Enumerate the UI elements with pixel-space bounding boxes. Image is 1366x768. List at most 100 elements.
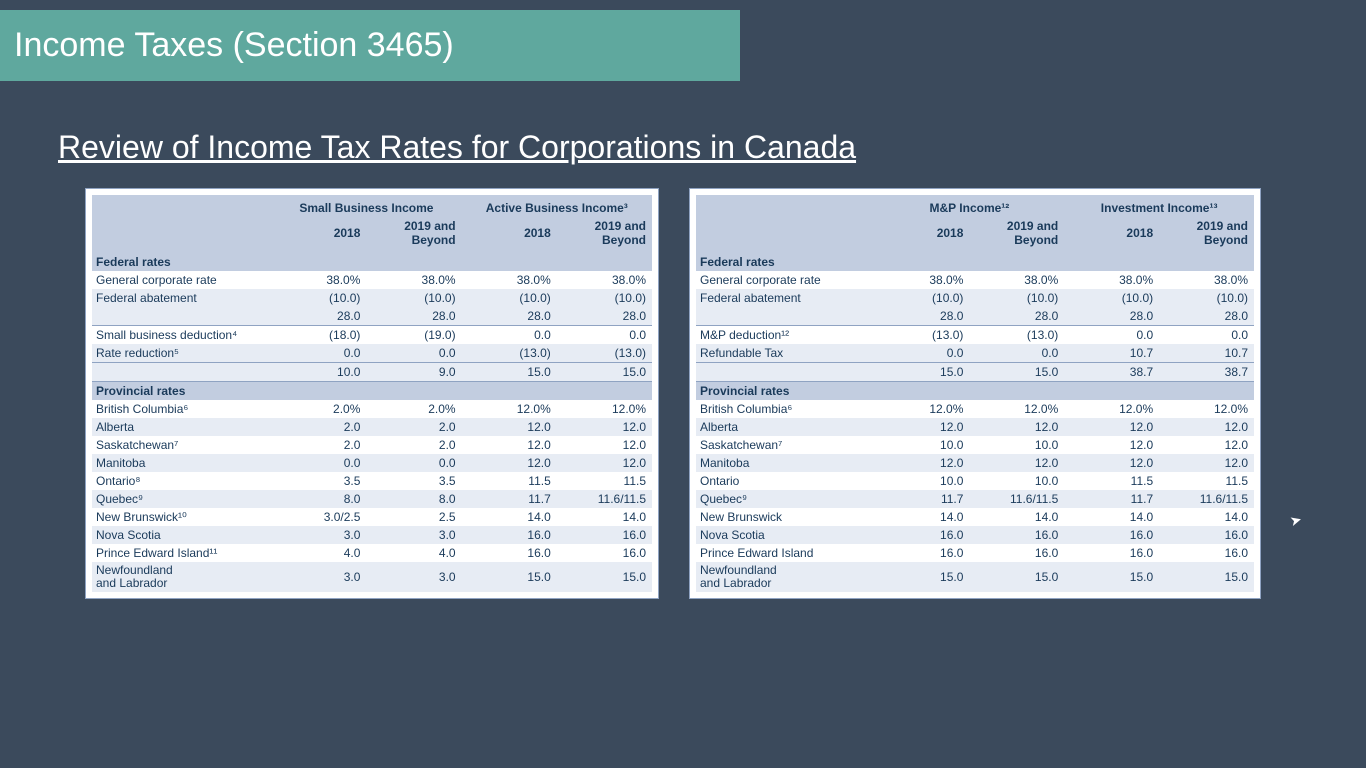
row-label: British Columbia⁶ [696,400,875,418]
tables-container: Small Business IncomeActive Business Inc… [85,188,1366,599]
table-row: M&P deduction¹²(13.0)(13.0)0.00.0 [696,326,1254,345]
cell-value: 12.0 [969,418,1064,436]
table-row: Manitoba0.00.012.012.0 [92,454,652,472]
cell-value: 10.0 [969,472,1064,490]
cell-value: 28.0 [1064,307,1159,326]
row-label: Nova Scotia [92,526,271,544]
cell-value: 2.5 [366,508,461,526]
cell-value: 38.0% [462,271,557,289]
cell-value: (10.0) [366,289,461,307]
group-header: Investment Income¹³ [1064,195,1254,217]
table-row: British Columbia⁶2.0%2.0%12.0%12.0% [92,400,652,418]
year-header: 2019 andBeyond [366,217,461,253]
cell-value: 3.0/2.5 [271,508,366,526]
cell-value: 15.0 [875,562,970,592]
cell-value: 38.0% [557,271,652,289]
cell-value: 28.0 [271,307,366,326]
row-label: Rate reduction⁵ [92,344,271,363]
cell-value: 0.0 [557,326,652,345]
row-label: Manitoba [696,454,875,472]
row-label: M&P deduction¹² [696,326,875,345]
cell-value: 38.0% [1159,271,1254,289]
year-header [92,217,271,253]
cell-value: 16.0 [1064,526,1159,544]
row-label: Ontario⁸ [92,472,271,490]
cell-value: (10.0) [557,289,652,307]
cell-value: 14.0 [969,508,1064,526]
cell-value: 14.0 [875,508,970,526]
cell-value: 0.0 [366,454,461,472]
cell-value: 14.0 [462,508,557,526]
row-label: General corporate rate [696,271,875,289]
row-label: British Columbia⁶ [92,400,271,418]
cell-value: 12.0 [1064,454,1159,472]
cell-value: 8.0 [366,490,461,508]
total-cell: 15.0 [462,363,557,382]
cell-value: 12.0 [1159,454,1254,472]
cell-value: 38.0% [1064,271,1159,289]
slide-subtitle: Review of Income Tax Rates for Corporati… [58,129,1366,166]
cell-value: 11.5 [1159,472,1254,490]
row-label: New Brunswick [696,508,875,526]
cell-value: 12.0 [969,454,1064,472]
slide-title-banner: Income Taxes (Section 3465) [0,10,740,81]
year-header [696,217,875,253]
total-cell [696,363,875,382]
cell-value: 2.0 [271,418,366,436]
cell-value: 2.0% [271,400,366,418]
cell-value: 28.0 [969,307,1064,326]
cell-value: 16.0 [1159,526,1254,544]
cell-value: 10.0 [875,472,970,490]
cell-value: 8.0 [271,490,366,508]
cell-value: 0.0 [1064,326,1159,345]
row-label: Small business deduction⁴ [92,326,271,345]
cell-value: 0.0 [462,326,557,345]
cell-value: 16.0 [969,526,1064,544]
cell-value: 11.7 [875,490,970,508]
table-row: Ontario⁸3.53.511.511.5 [92,472,652,490]
cell-value: 11.6/11.5 [557,490,652,508]
total-cell: 15.0 [969,363,1064,382]
row-label: Newfoundlandand Labrador [92,562,271,592]
total-cell: 9.0 [366,363,461,382]
cell-value: 12.0% [875,400,970,418]
table-row: Nova Scotia16.016.016.016.0 [696,526,1254,544]
cell-value: 3.0 [366,562,461,592]
table-row: Federal abatement(10.0)(10.0)(10.0)(10.0… [696,289,1254,307]
total-cell: 15.0 [875,363,970,382]
cell-value: (10.0) [462,289,557,307]
cell-value: 14.0 [1064,508,1159,526]
cell-value: 14.0 [1159,508,1254,526]
cell-value: (10.0) [875,289,970,307]
cell-value: 16.0 [462,526,557,544]
cell-value: 12.0 [1064,418,1159,436]
cell-value: 2.0% [366,400,461,418]
total-cell: 38.7 [1159,363,1254,382]
group-header: Active Business Income³ [462,195,652,217]
table-row: Quebec⁹8.08.011.711.6/11.5 [92,490,652,508]
row-label: Ontario [696,472,875,490]
table-row: General corporate rate38.0%38.0%38.0%38.… [92,271,652,289]
table-row: Small business deduction⁴(18.0)(19.0)0.0… [92,326,652,345]
small-active-business-table: Small Business IncomeActive Business Inc… [85,188,659,599]
table-row: Saskatchewan⁷10.010.012.012.0 [696,436,1254,454]
cell-value: 10.0 [875,436,970,454]
cell-value: 10.7 [1064,344,1159,363]
cell-value: 16.0 [557,526,652,544]
cell-value: (10.0) [1159,289,1254,307]
table-row: Alberta2.02.012.012.0 [92,418,652,436]
slide-title: Income Taxes (Section 3465) [14,26,454,64]
cell-value: 3.0 [271,562,366,592]
cell-value: 15.0 [1159,562,1254,592]
year-header: 2019 andBeyond [969,217,1064,253]
table-row: Manitoba12.012.012.012.0 [696,454,1254,472]
table-row: Prince Edward Island¹¹4.04.016.016.0 [92,544,652,562]
cell-value: 15.0 [462,562,557,592]
cell-value: (18.0) [271,326,366,345]
year-header: 2018 [462,217,557,253]
row-label: Saskatchewan⁷ [92,436,271,454]
header-blank [696,195,875,217]
table-row: Refundable Tax0.00.010.710.7 [696,344,1254,363]
cell-value: 11.7 [462,490,557,508]
cell-value: 16.0 [557,544,652,562]
